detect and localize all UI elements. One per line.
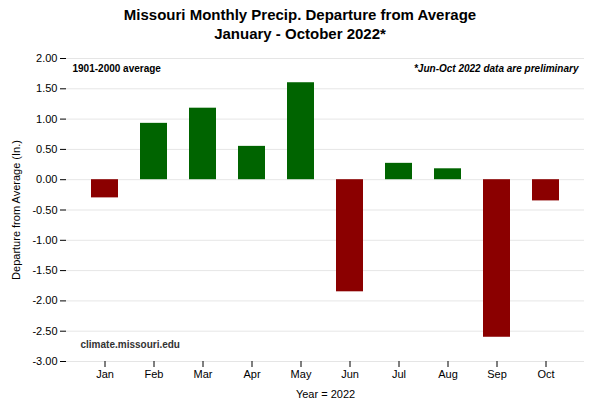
- svg-text:Jun: Jun: [341, 368, 359, 380]
- svg-text:Aug: Aug: [438, 368, 458, 380]
- svg-text:Sep: Sep: [487, 368, 507, 380]
- svg-text:-0.50: -0.50: [32, 203, 57, 215]
- svg-text:-1.00: -1.00: [32, 233, 57, 245]
- svg-text:0.00: 0.00: [36, 173, 57, 185]
- svg-text:Feb: Feb: [145, 368, 164, 380]
- svg-text:0.50: 0.50: [36, 142, 57, 154]
- svg-text:Mar: Mar: [194, 368, 213, 380]
- svg-text:2.00: 2.00: [36, 52, 57, 64]
- svg-text:1.00: 1.00: [36, 112, 57, 124]
- svg-text:Jan: Jan: [96, 368, 114, 380]
- svg-text:Departure from Average (In.): Departure from Average (In.): [10, 140, 22, 280]
- svg-text:1.50: 1.50: [36, 82, 57, 94]
- svg-text:-1.50: -1.50: [32, 264, 57, 276]
- svg-text:*Jun-Oct 2022 data are prelimi: *Jun-Oct 2022 data are preliminary: [414, 62, 579, 73]
- svg-text:1901-2000 average: 1901-2000 average: [73, 62, 162, 73]
- html-text:Missouri Monthly Precip. Depar: Missouri Monthly Precip. Departure from …: [123, 6, 477, 42]
- svg-text:climate.missouri.edu: climate.missouri.edu: [81, 338, 180, 349]
- svg-text:Oct: Oct: [537, 368, 554, 380]
- svg-text:Jul: Jul: [392, 368, 406, 380]
- svg-text:May: May: [291, 368, 312, 380]
- svg-text:-3.00: -3.00: [32, 355, 57, 367]
- svg-text:Year = 2022: Year = 2022: [296, 387, 355, 399]
- svg-text:Apr: Apr: [243, 368, 260, 380]
- svg-text:-2.00: -2.00: [32, 294, 57, 306]
- svg-text:-2.50: -2.50: [32, 324, 57, 336]
